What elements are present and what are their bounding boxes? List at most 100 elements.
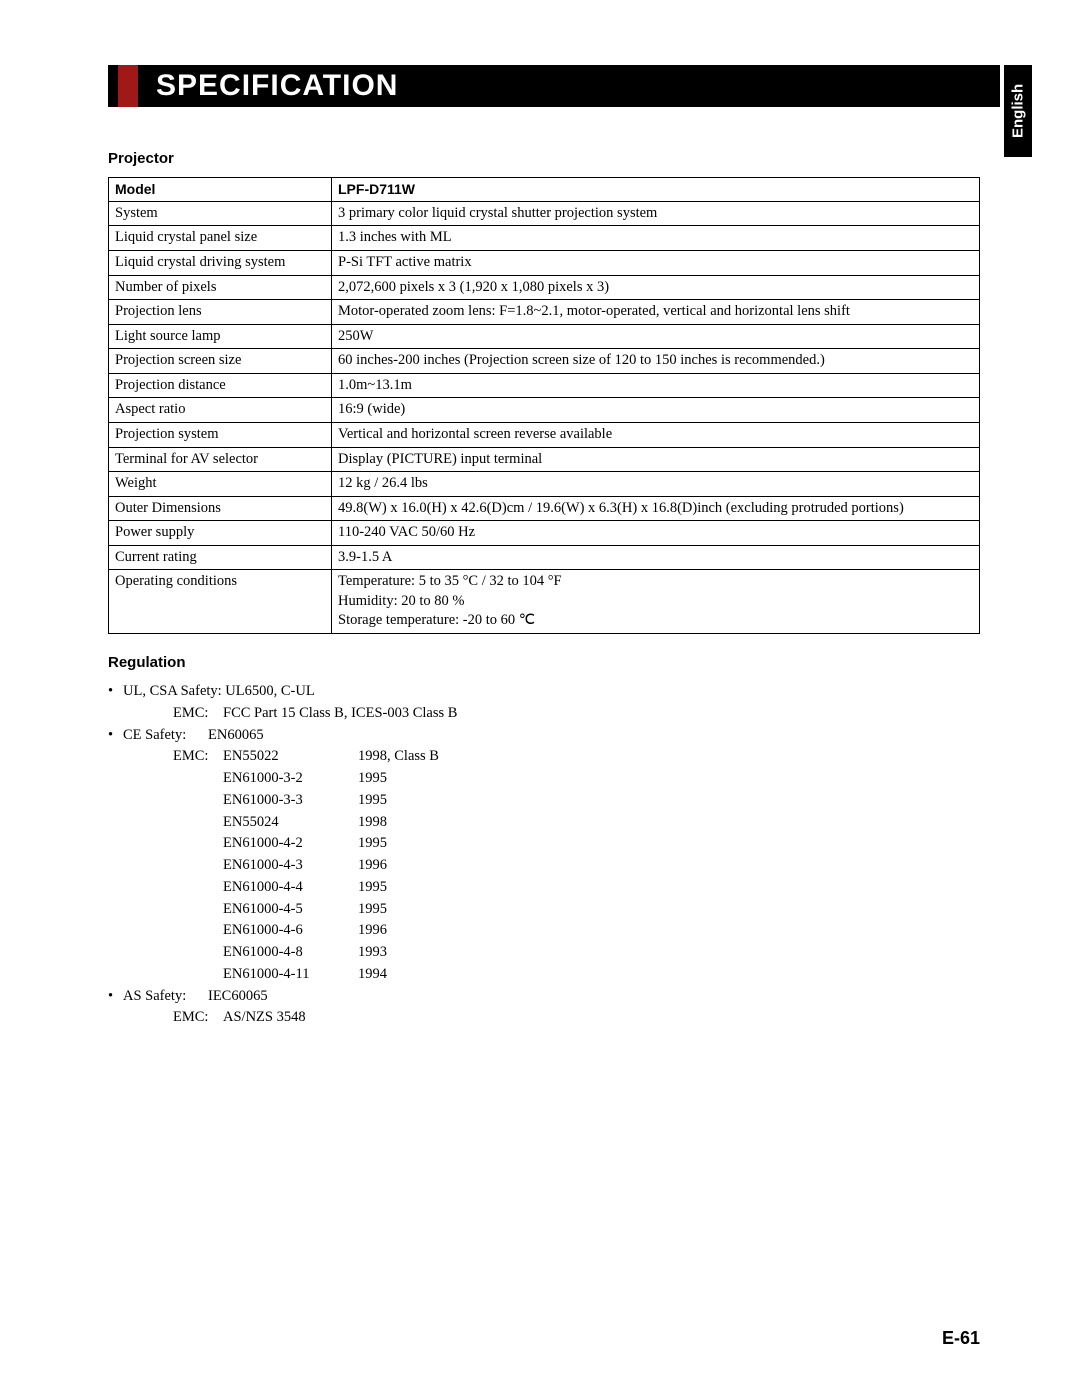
header-accent-block [118, 65, 138, 107]
table-row: Projection distance1.0m~13.1m [109, 373, 980, 398]
reg-as-safety-label: AS Safety: [123, 986, 208, 1008]
emc-label [173, 920, 223, 942]
emc-row: EN550241998 [173, 812, 980, 834]
regulation-section: Regulation • UL, CSA Safety: UL6500, C-U… [108, 654, 980, 1029]
language-tab: English [1004, 65, 1032, 157]
emc-label [173, 855, 223, 877]
spec-label: Number of pixels [109, 275, 332, 300]
spec-value: 60 inches-200 inches (Projection screen … [332, 349, 980, 374]
table-row: Terminal for AV selectorDisplay (PICTURE… [109, 447, 980, 472]
emc-label [173, 790, 223, 812]
table-row: Aspect ratio16:9 (wide) [109, 398, 980, 423]
spec-value: 1.0m~13.1m [332, 373, 980, 398]
spec-label: System [109, 201, 332, 226]
emc-year: 1995 [358, 899, 387, 921]
table-header-row: Model LPF-D711W [109, 178, 980, 202]
col-model-header: Model [109, 178, 332, 202]
spec-label: Terminal for AV selector [109, 447, 332, 472]
reg-as-row: • AS Safety: IEC60065 [108, 986, 980, 1008]
emc-year: 1995 [358, 768, 387, 790]
table-row: Projection screen size60 inches-200 inch… [109, 349, 980, 374]
col-value-header: LPF-D711W [332, 178, 980, 202]
reg-ce-safety-label: CE Safety: [123, 725, 208, 747]
emc-year: 1993 [358, 942, 387, 964]
header-bar: SPECIFICATION [108, 65, 1000, 107]
table-row: Liquid crystal panel size1.3 inches with… [109, 226, 980, 251]
emc-row: EN61000-4-41995 [173, 877, 980, 899]
spec-label: Outer Dimensions [109, 496, 332, 521]
emc-label [173, 812, 223, 834]
emc-standard: EN55024 [223, 812, 358, 834]
table-row: Liquid crystal driving systemP-Si TFT ac… [109, 251, 980, 276]
emc-standard: EN55022 [223, 746, 358, 768]
table-row: Weight12 kg / 26.4 lbs [109, 472, 980, 497]
emc-standard: EN61000-4-3 [223, 855, 358, 877]
spec-value: Motor-operated zoom lens: F=1.8~2.1, mot… [332, 300, 980, 325]
emc-year: 1996 [358, 920, 387, 942]
emc-row: EN61000-4-21995 [173, 833, 980, 855]
emc-standard: EN61000-4-8 [223, 942, 358, 964]
table-row: Operating conditionsTemperature: 5 to 35… [109, 570, 980, 634]
spec-label: Power supply [109, 521, 332, 546]
bullet-icon: • [108, 681, 123, 703]
spec-value: 49.8(W) x 16.0(H) x 42.6(D)cm / 19.6(W) … [332, 496, 980, 521]
projector-section-title: Projector [108, 150, 980, 167]
table-row: Projection systemVertical and horizontal… [109, 422, 980, 447]
table-row: System3 primary color liquid crystal shu… [109, 201, 980, 226]
spec-value: 250W [332, 324, 980, 349]
emc-label [173, 942, 223, 964]
emc-row: EMC:EN550221998, Class B [173, 746, 980, 768]
reg-ul-row: • UL, CSA Safety: UL6500, C-UL [108, 681, 980, 703]
page-number: E-61 [942, 1328, 980, 1349]
spec-value: 16:9 (wide) [332, 398, 980, 423]
table-row: Projection lensMotor-operated zoom lens:… [109, 300, 980, 325]
emc-year: 1995 [358, 877, 387, 899]
bullet-icon: • [108, 725, 123, 747]
emc-standard: EN61000-4-4 [223, 877, 358, 899]
emc-year: 1995 [358, 790, 387, 812]
table-row: Current rating3.9-1.5 A [109, 545, 980, 570]
reg-as-emc: EMC: AS/NZS 3548 [173, 1007, 980, 1029]
regulation-list: • UL, CSA Safety: UL6500, C-UL EMC: FCC … [108, 681, 980, 1029]
reg-ul-emc: EMC: FCC Part 15 Class B, ICES-003 Class… [173, 703, 980, 725]
emc-label [173, 833, 223, 855]
spec-label: Projection system [109, 422, 332, 447]
table-row: Outer Dimensions49.8(W) x 16.0(H) x 42.6… [109, 496, 980, 521]
emc-row: EN61000-4-51995 [173, 899, 980, 921]
reg-ul-emc-text: FCC Part 15 Class B, ICES-003 Class B [223, 703, 457, 725]
emc-year: 1998, Class B [358, 746, 439, 768]
spec-value: Display (PICTURE) input terminal [332, 447, 980, 472]
projector-spec-table: Model LPF-D711W System3 primary color li… [108, 177, 980, 634]
spec-label: Aspect ratio [109, 398, 332, 423]
emc-standard: EN61000-3-3 [223, 790, 358, 812]
emc-label: EMC: [173, 703, 223, 725]
spec-label: Weight [109, 472, 332, 497]
spec-value: 3 primary color liquid crystal shutter p… [332, 201, 980, 226]
table-row: Number of pixels2,072,600 pixels x 3 (1,… [109, 275, 980, 300]
emc-row: EN61000-3-21995 [173, 768, 980, 790]
emc-row: EN61000-4-31996 [173, 855, 980, 877]
emc-label: EMC: [173, 746, 223, 768]
bullet-icon: • [108, 986, 123, 1008]
spec-value: P-Si TFT active matrix [332, 251, 980, 276]
emc-row: EN61000-4-61996 [173, 920, 980, 942]
spec-label: Projection lens [109, 300, 332, 325]
spec-value: Temperature: 5 to 35 °C / 32 to 104 °F H… [332, 570, 980, 634]
spec-value: 1.3 inches with ML [332, 226, 980, 251]
spec-value: 3.9-1.5 A [332, 545, 980, 570]
emc-label [173, 768, 223, 790]
emc-year: 1995 [358, 833, 387, 855]
emc-label: EMC: [173, 1007, 223, 1029]
table-row: Light source lamp250W [109, 324, 980, 349]
spec-label: Operating conditions [109, 570, 332, 634]
emc-standard: EN61000-4-5 [223, 899, 358, 921]
spec-label: Liquid crystal driving system [109, 251, 332, 276]
spec-value: 2,072,600 pixels x 3 (1,920 x 1,080 pixe… [332, 275, 980, 300]
spec-value: 12 kg / 26.4 lbs [332, 472, 980, 497]
reg-as-emc-text: AS/NZS 3548 [223, 1007, 306, 1029]
reg-ce-emc-list: EMC:EN550221998, Class BEN61000-3-21995E… [173, 746, 980, 985]
emc-row: EN61000-4-111994 [173, 964, 980, 986]
spec-label: Light source lamp [109, 324, 332, 349]
reg-ce-safety-value: EN60065 [208, 725, 264, 747]
emc-row: EN61000-4-81993 [173, 942, 980, 964]
